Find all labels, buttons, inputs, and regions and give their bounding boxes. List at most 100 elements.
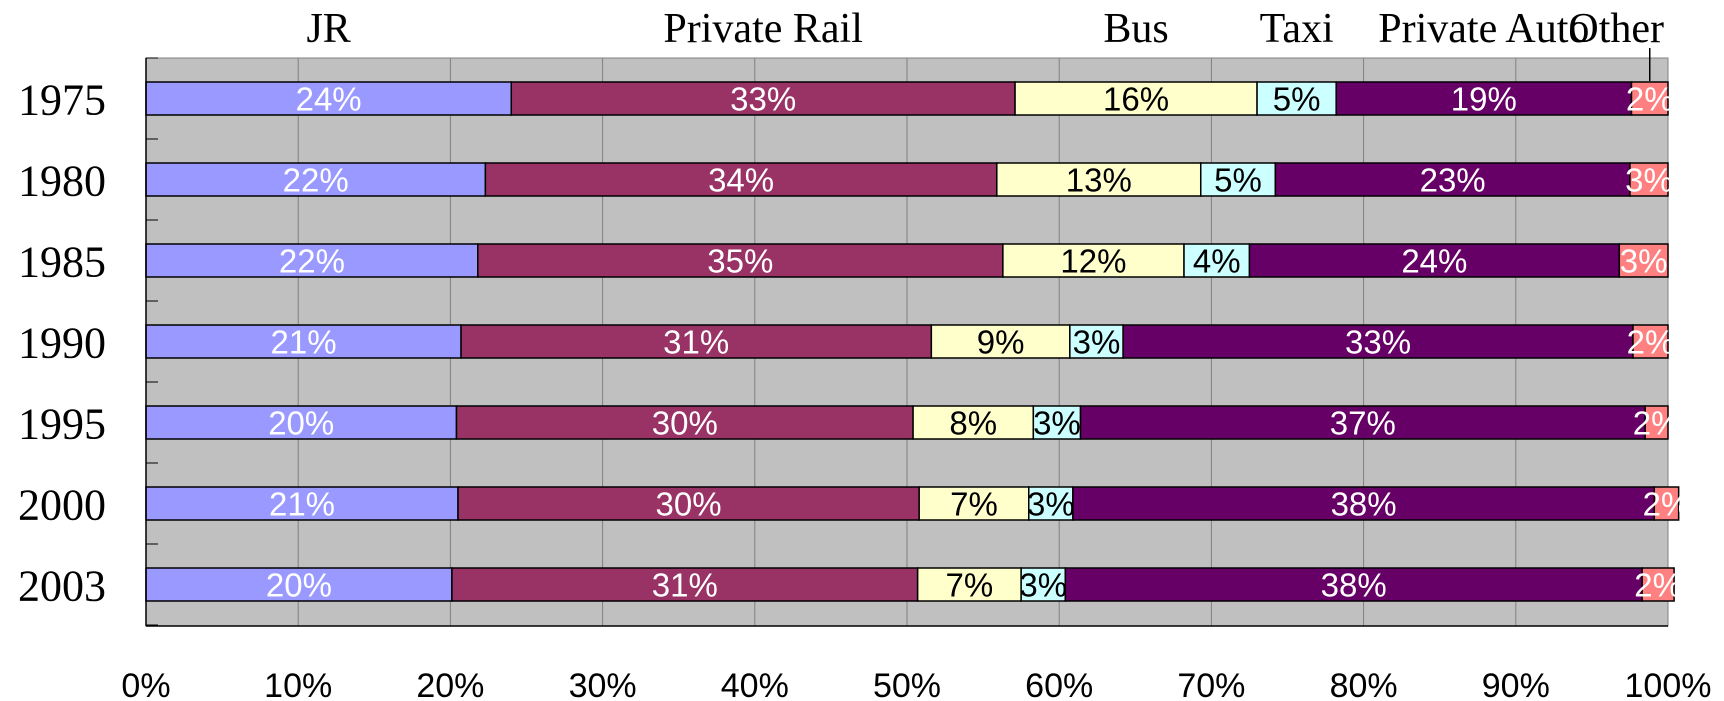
data-label: 3% (1625, 162, 1673, 199)
bar-segment (1335, 81, 1633, 116)
bar-segment (145, 405, 458, 440)
y-tick-label: 2000 (18, 481, 106, 530)
bar-segment (145, 162, 487, 197)
data-label: 31% (663, 324, 729, 361)
data-label: 23% (1420, 162, 1486, 199)
bar-segment (1064, 567, 1643, 602)
y-tick-label: 1990 (18, 319, 106, 368)
data-label: 3% (1027, 486, 1075, 523)
x-tick-label: 10% (264, 667, 332, 701)
bar-segment (145, 81, 513, 116)
y-tick-label: 1985 (18, 238, 106, 287)
bar-segment (510, 81, 1016, 116)
bar-segment (1630, 81, 1669, 116)
data-label: 37% (1330, 405, 1396, 442)
legend-label: JR (306, 6, 350, 52)
data-label: 9% (977, 324, 1025, 361)
data-label: 24% (296, 81, 362, 118)
data-label: 5% (1214, 162, 1262, 199)
bars: 24% 33% 16% 5% 19% 2% 22% 34% 13% 5% 23% 3% 22% 35% 12… (145, 81, 1691, 604)
bar-segment (145, 324, 462, 359)
bar-segment (1072, 486, 1656, 521)
bar-segment (1002, 243, 1185, 278)
data-label: 12% (1060, 243, 1126, 280)
x-tick-label: 100% (1625, 667, 1712, 701)
data-label: 7% (946, 567, 994, 604)
data-label: 30% (652, 405, 718, 442)
data-label: 8% (949, 405, 997, 442)
bar-segment (1618, 243, 1669, 278)
bar-segment (1274, 162, 1631, 197)
bar-segment (912, 405, 1035, 440)
data-label: 2% (1633, 405, 1681, 442)
data-label: 20% (268, 405, 334, 442)
bar-segment (455, 405, 914, 440)
data-label: 21% (269, 486, 335, 523)
data-label: 35% (707, 243, 773, 280)
bar-segment (1079, 405, 1646, 440)
data-label: 33% (730, 81, 796, 118)
data-label: 21% (270, 324, 336, 361)
x-tick-label: 90% (1482, 667, 1550, 701)
data-label: 13% (1066, 162, 1132, 199)
data-label: 20% (266, 567, 332, 604)
data-label: 3% (1019, 567, 1067, 604)
bar-segment (145, 243, 479, 278)
x-tick-label: 40% (721, 667, 789, 701)
legend-label: Taxi (1260, 6, 1334, 52)
data-label: 38% (1331, 486, 1397, 523)
bar-segment (1199, 162, 1277, 197)
bar-segment (1028, 486, 1074, 521)
data-label: 34% (708, 162, 774, 199)
data-label: 2% (1627, 324, 1675, 361)
data-label: 38% (1321, 567, 1387, 604)
y-tick-label: 2003 (18, 562, 106, 611)
axes: 0% 10% 20% 30% 40% 50% 60% 70% 80% 90% 100% 1975 198… (18, 57, 1712, 701)
bar-segment (1020, 567, 1067, 602)
bar-segment (145, 486, 459, 521)
legend-label: Bus (1103, 6, 1168, 52)
data-label: 22% (283, 162, 349, 199)
bar-segment (996, 162, 1202, 197)
bar-segment (457, 486, 920, 521)
data-label: 33% (1345, 324, 1411, 361)
x-tick-label: 30% (569, 667, 637, 701)
data-label: 7% (950, 486, 998, 523)
data-label: 2% (1626, 81, 1674, 118)
data-label: 3% (1073, 324, 1121, 361)
bar-segment (1632, 324, 1669, 359)
legend-label: Other (1568, 6, 1664, 52)
x-tick-label: 80% (1330, 667, 1398, 701)
bar-segment (930, 324, 1071, 359)
bar-segment (1641, 567, 1675, 602)
bar-segment (1629, 162, 1669, 197)
x-tick-label: 0% (121, 667, 170, 701)
bar-segment (1644, 405, 1669, 440)
bar-segment (477, 243, 1004, 278)
data-label: 22% (279, 243, 345, 280)
legend-label: Private Auto (1378, 6, 1589, 52)
x-tick-label: 70% (1177, 667, 1245, 701)
x-tick-label: 20% (416, 667, 484, 701)
data-label: 16% (1103, 81, 1169, 118)
data-label: 19% (1451, 81, 1517, 118)
data-label: 24% (1401, 243, 1467, 280)
data-label: 30% (656, 486, 722, 523)
y-tick-label: 1980 (18, 157, 106, 206)
bar-segment (1653, 486, 1680, 521)
y-tick-label: 1975 (18, 76, 106, 125)
data-label: 5% (1273, 81, 1321, 118)
y-tick-label: 1995 (18, 400, 106, 449)
bar-segment (1183, 243, 1251, 278)
data-label: 4% (1193, 243, 1241, 280)
data-label: 3% (1620, 243, 1668, 280)
data-label: 2% (1643, 486, 1691, 523)
legend-label: Private Rail (663, 6, 862, 52)
data-label: 2% (1634, 567, 1682, 604)
data-label: 31% (652, 567, 718, 604)
bar-segment (1248, 243, 1621, 278)
x-tick-label: 60% (1025, 667, 1093, 701)
data-label: 3% (1033, 405, 1081, 442)
